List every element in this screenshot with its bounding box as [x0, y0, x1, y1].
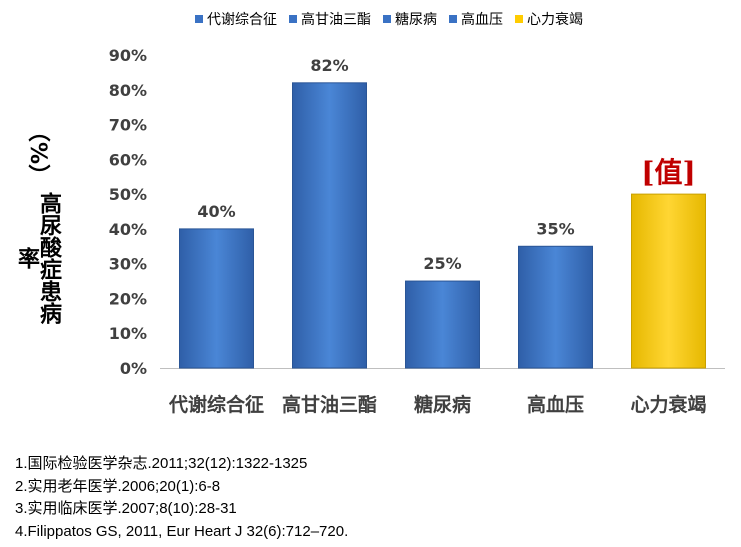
legend-item: 高血压	[449, 9, 503, 29]
legend-item: 心力衰竭	[515, 9, 583, 29]
reference-item: 3.实用临床医学.2007;8(10):28-31	[15, 500, 237, 517]
bar	[631, 193, 706, 369]
y-tick-label: 0%	[120, 359, 147, 378]
x-tick-label: 高甘油三酯	[282, 393, 377, 416]
bar	[518, 245, 593, 369]
legend-swatch	[383, 15, 391, 23]
y-axis-title-unit: （%）	[25, 120, 50, 187]
x-tick-label: 心力衰竭	[630, 393, 706, 416]
legend-label: 糖尿病	[395, 12, 437, 28]
y-tick-label: 40%	[109, 220, 147, 239]
y-tick-label: 50%	[109, 185, 147, 204]
legend-label: 心力衰竭	[527, 12, 583, 28]
data-label: 82%	[310, 56, 348, 75]
y-tick-label: 10%	[109, 324, 147, 343]
data-label: [值]	[641, 156, 696, 189]
legend-label: 高甘油三酯	[301, 12, 371, 28]
references: 1.国际检验医学杂志.2011;32(12):1322-1325 2.实用老年医…	[15, 453, 348, 543]
data-label: 25%	[423, 254, 461, 273]
x-tick-label: 代谢综合征	[168, 393, 264, 416]
chart-legend: 代谢综合征 高甘油三酯 糖尿病 高血压 心力衰竭	[195, 9, 583, 29]
bar	[292, 82, 367, 369]
legend-item: 高甘油三酯	[289, 9, 371, 29]
legend-item: 糖尿病	[383, 9, 437, 29]
data-label: 35%	[536, 219, 574, 238]
legend-label: 代谢综合征	[207, 12, 277, 28]
reference-item: 2.实用老年医学.2006;20(1):6-8	[15, 477, 221, 495]
bar-chart: 0% 10% 20% 30% 40% 50% 60% 70% 80% 90% 40% 代谢综合征 82%…	[109, 46, 725, 416]
y-tick-label: 30%	[109, 255, 147, 274]
legend-swatch	[195, 15, 203, 23]
y-tick-label: 70%	[109, 116, 147, 135]
bar	[405, 280, 480, 369]
data-label: 40%	[197, 202, 235, 221]
y-tick-label: 20%	[109, 289, 147, 308]
reference-item: 1.国际检验医学杂志.2011;32(12):1322-1325	[15, 455, 308, 472]
legend-item: 代谢综合征	[195, 9, 277, 29]
y-tick-label: 90%	[109, 46, 147, 65]
reference-item: 4.Filippatos GS, 2011, Eur Heart J 32(6)…	[15, 522, 349, 540]
y-axis-title: 高尿酸症患病率 （%）	[12, 120, 62, 330]
legend-label: 高血压	[461, 12, 503, 28]
legend-swatch	[449, 15, 457, 23]
y-axis-title-main: 高尿酸症患病率	[14, 192, 61, 325]
legend-swatch	[289, 15, 297, 23]
y-tick-label: 60%	[109, 150, 147, 169]
legend-swatch	[515, 15, 523, 23]
x-tick-label: 糖尿病	[414, 393, 471, 416]
bar	[179, 228, 254, 369]
y-tick-label: 80%	[109, 81, 147, 100]
x-tick-label: 高血压	[527, 393, 584, 416]
